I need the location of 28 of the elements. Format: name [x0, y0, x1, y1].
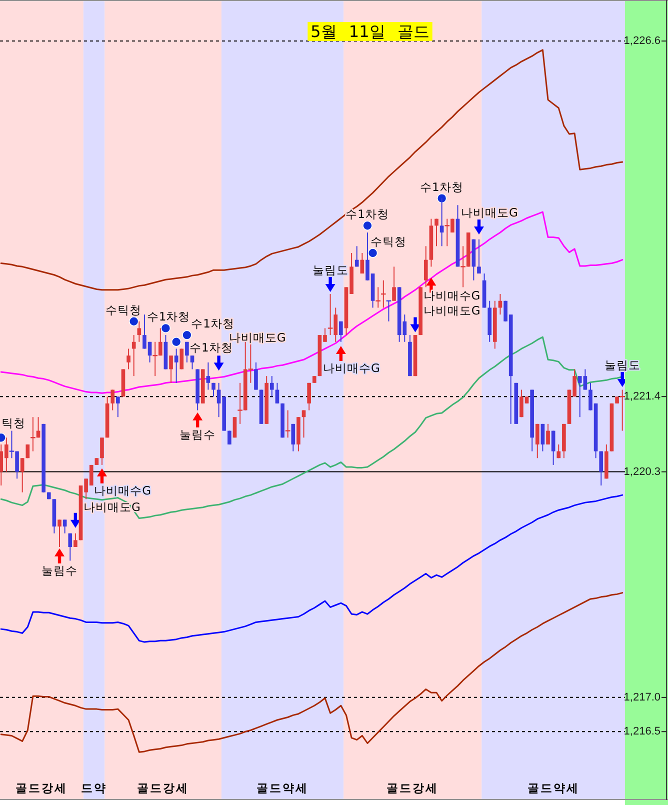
data-label: 수틱청	[105, 302, 142, 317]
annotation: 골드강세	[386, 781, 439, 795]
data-label: 눌림도	[312, 262, 348, 277]
y-tick-label: 1,217.0	[624, 691, 660, 704]
data-label: 나비매수G	[423, 288, 480, 303]
data-label: 수틱청	[370, 234, 406, 248]
data-label: 나비매도G	[423, 303, 480, 318]
y-tick-label: 1,226.6	[624, 35, 660, 48]
annotation: 골드약세	[527, 781, 580, 795]
y-tick-label: 1,221.4	[624, 390, 660, 403]
data-label: 나비매도G	[461, 206, 518, 220]
y-tick-label: 1,220.3	[624, 466, 660, 478]
annotation: 드약	[81, 781, 108, 795]
data-label: 나비매수G	[94, 483, 151, 498]
title: 5월 11일 골드	[308, 22, 432, 41]
data-label: 수1차청	[420, 180, 464, 194]
data-label: 눌림수	[180, 427, 216, 442]
data-label: 눌림도	[604, 358, 640, 372]
data-label: 수1차청	[346, 207, 389, 222]
annotation: 골드강세	[16, 781, 68, 795]
data-label: 눌림수	[42, 563, 78, 578]
y-tick-label: 1,216.5	[624, 726, 660, 738]
data-label: 수1차청	[191, 316, 234, 331]
data-label: 나비매수G	[323, 361, 380, 376]
annotation: 골드강세	[137, 781, 190, 795]
data-label: 틱청	[2, 416, 26, 430]
annotation: 골드약세	[256, 781, 309, 795]
data-label: 수1차청	[146, 310, 190, 324]
